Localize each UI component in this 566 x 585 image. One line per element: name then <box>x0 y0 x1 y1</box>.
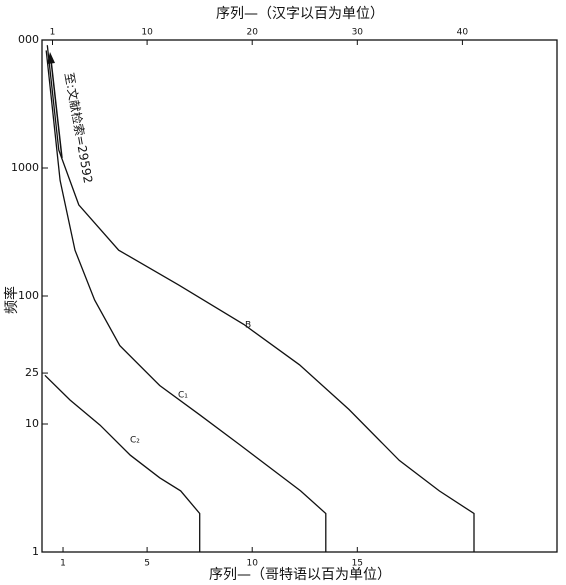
x-tick-label: 1 <box>60 559 66 569</box>
x2-tick-label: 1 <box>50 28 56 38</box>
x-tick-label: 10 <box>246 559 258 569</box>
y-tick-label: 10 <box>25 417 39 430</box>
annotation-arrow <box>50 59 63 159</box>
curve-label: C₁ <box>178 391 188 401</box>
y-tick-label: 1 <box>32 545 39 558</box>
curve-label: C₂ <box>130 436 140 446</box>
x2-tick-label: 10 <box>141 28 153 38</box>
y-tick-label: 25 <box>25 366 39 379</box>
x2-tick-label: 40 <box>457 28 469 38</box>
curve <box>45 50 327 552</box>
y-tick-label: 000 <box>18 33 39 46</box>
y-tick-label: 100 <box>18 289 39 302</box>
x2-tick-label: 30 <box>352 28 364 38</box>
x2-tick-label: 20 <box>246 28 258 38</box>
x-tick-label: 5 <box>144 559 150 569</box>
x-axis-title: 序列—（哥特语以百为单位） <box>209 567 391 583</box>
plot-frame <box>41 39 558 553</box>
curve <box>44 374 201 552</box>
annotation: 至:文献检索=29592 <box>62 71 96 184</box>
x-tick-label: 15 <box>352 559 363 569</box>
curve-label: B <box>245 321 251 331</box>
y-axis-title: 频率 <box>3 286 20 314</box>
x2-axis-title: 序列—（汉字以百为单位） <box>216 6 384 22</box>
curve <box>46 45 475 552</box>
y-tick-label: 1000 <box>11 161 39 174</box>
